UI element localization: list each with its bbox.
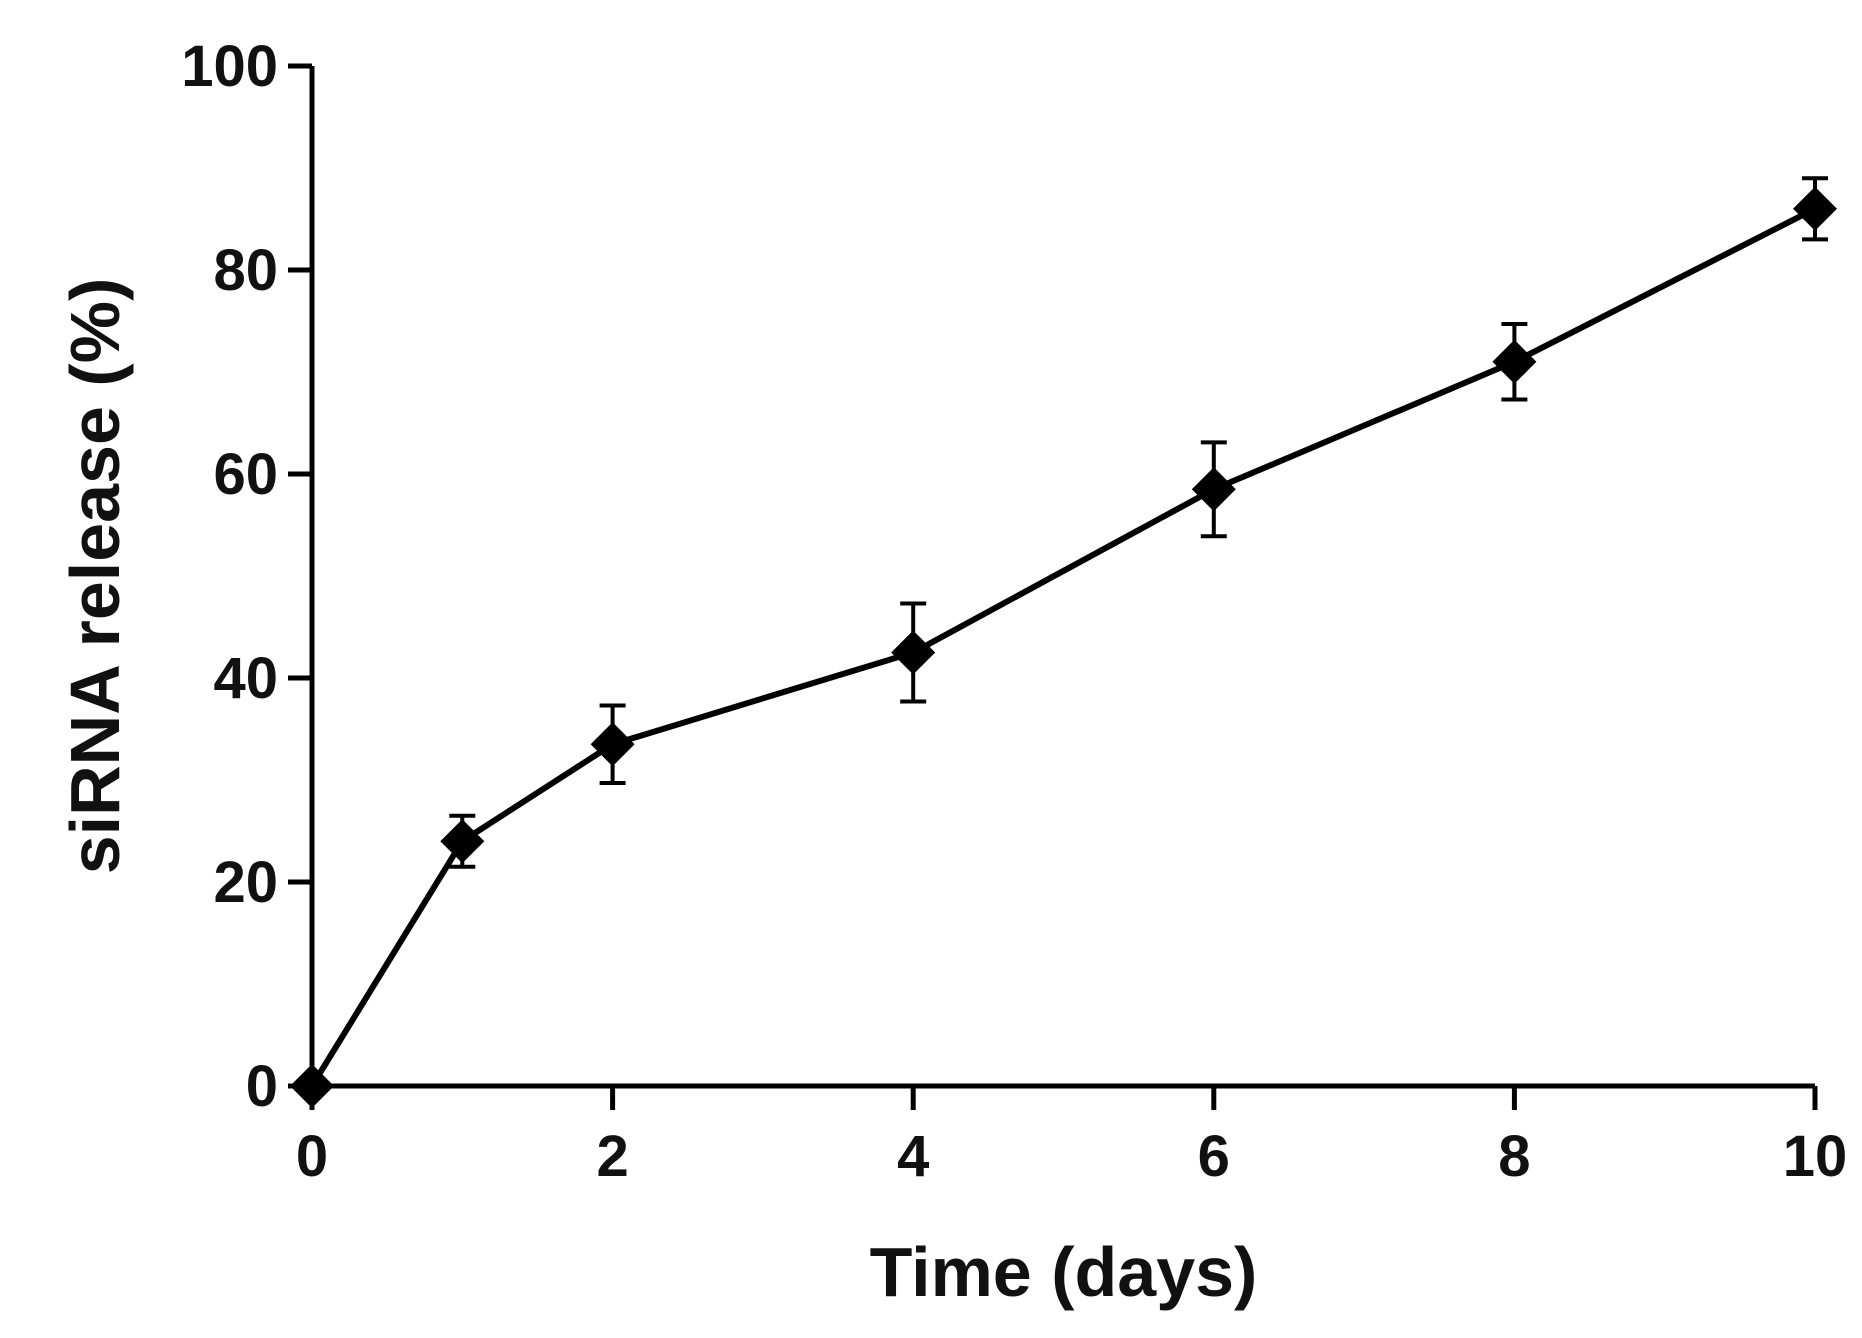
data-point	[590, 722, 635, 767]
data-point	[440, 819, 485, 864]
data-point	[1191, 467, 1236, 512]
y-tick-label: 100	[181, 34, 278, 99]
y-tick-label: 60	[213, 442, 278, 507]
axes	[309, 66, 1815, 1089]
x-tick-label: 0	[296, 1124, 328, 1189]
x-ticks: 0 2 4 6 8 10	[296, 1086, 1847, 1189]
y-tick-label: 80	[213, 238, 278, 303]
data-point	[891, 630, 936, 675]
y-ticks: 0 20 40 60 80 100	[181, 34, 312, 1119]
data-point	[1793, 186, 1837, 231]
data-markers	[290, 186, 1837, 1108]
x-tick-label: 2	[596, 1124, 628, 1189]
y-axis-title: siRNA release (%)	[56, 278, 134, 875]
y-tick-label: 20	[213, 850, 278, 915]
x-tick-label: 10	[1783, 1124, 1848, 1189]
error-bars	[449, 176, 1828, 869]
data-point	[290, 1064, 334, 1108]
x-tick-label: 6	[1198, 1124, 1230, 1189]
data-point	[1492, 339, 1537, 384]
y-tick-label: 0	[246, 1054, 278, 1119]
y-tick-label: 40	[213, 646, 278, 711]
x-axis-title: Time (days)	[870, 1233, 1258, 1311]
x-tick-label: 8	[1498, 1124, 1530, 1189]
x-tick-label: 4	[897, 1124, 929, 1189]
series-line	[309, 206, 1817, 1088]
